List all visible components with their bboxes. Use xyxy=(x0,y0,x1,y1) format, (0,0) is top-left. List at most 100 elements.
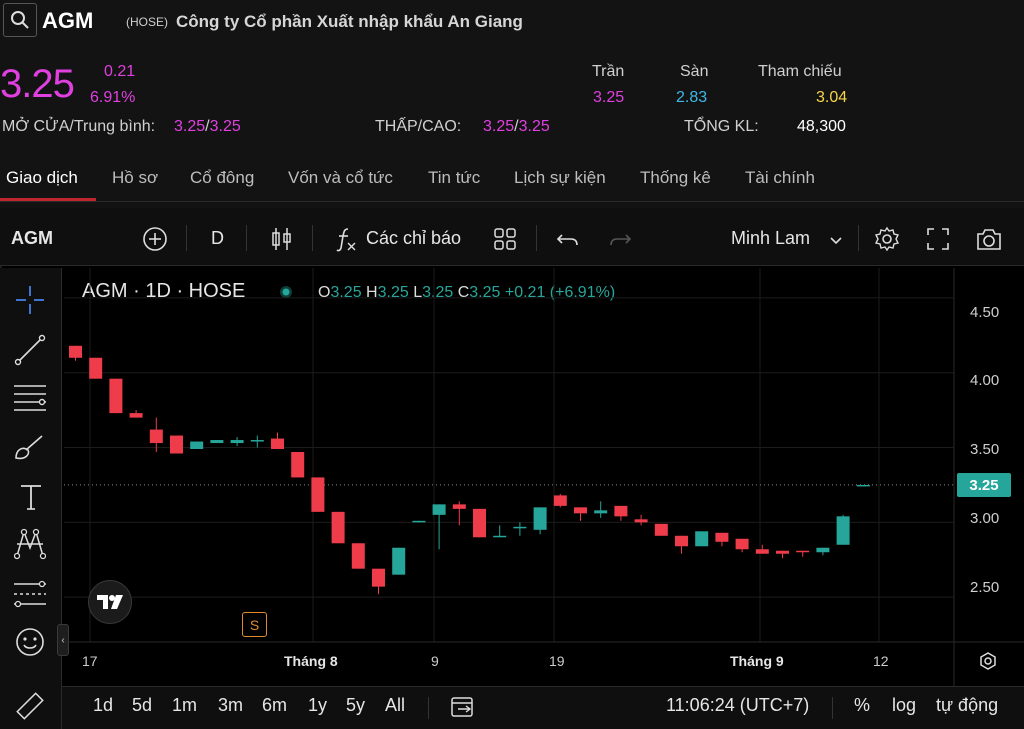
range-6m[interactable]: 6m xyxy=(262,695,288,715)
toolbar-symbol[interactable]: AGM xyxy=(11,228,53,248)
fib-tool[interactable] xyxy=(12,382,48,421)
open-avg-value: 3.25/3.25 xyxy=(174,118,241,136)
candle-body xyxy=(836,516,850,545)
ceiling-label: Trần xyxy=(592,63,625,80)
interval-button[interactable]: D xyxy=(211,228,224,248)
chart-type-button[interactable] xyxy=(270,226,294,257)
theme-selector[interactable]: Minh Lam xyxy=(731,228,811,248)
log-toggle[interactable]: log xyxy=(892,695,917,715)
collapse-toolbar-button[interactable]: ‹ xyxy=(57,624,69,656)
exchange-label: (HOSE) xyxy=(126,15,168,29)
theme-dropdown[interactable] xyxy=(829,233,843,251)
close-value: 3.25 xyxy=(469,284,501,301)
date-range-button[interactable] xyxy=(450,695,476,724)
range-1m[interactable]: 1m xyxy=(172,695,198,715)
candle-body xyxy=(129,413,143,418)
y-tick: 3.50 xyxy=(970,441,1000,458)
search-icon xyxy=(11,11,29,29)
tab-lich-su-kien[interactable]: Lịch sự kiện xyxy=(514,168,606,187)
undo-button[interactable] xyxy=(556,228,580,255)
tab-giao-dich[interactable]: Giao dịch xyxy=(6,168,78,187)
price-change-percent: 6.91% xyxy=(90,89,136,106)
text-tool[interactable] xyxy=(18,482,44,517)
axis-settings-button[interactable] xyxy=(978,651,998,676)
auto-scale-toggle[interactable]: tự động xyxy=(936,695,999,715)
tab-tai-chinh[interactable]: Tài chính xyxy=(745,168,815,187)
ohlc-values: O3.25 H3.25 L3.25 C3.25 +0.21 (+6.91%) xyxy=(318,284,615,302)
y-tick: 3.00 xyxy=(970,510,1000,527)
split-event-marker[interactable]: S xyxy=(242,612,267,637)
camera-icon xyxy=(977,229,1001,250)
crosshair-tool[interactable] xyxy=(14,284,46,321)
measure-tool[interactable] xyxy=(14,690,46,727)
indicators-label[interactable]: Các chỉ báo xyxy=(366,228,462,248)
layouts-button[interactable] xyxy=(493,227,517,256)
range-5d[interactable]: 5d xyxy=(132,695,153,715)
grid-icon xyxy=(494,228,516,250)
fullscreen-button[interactable] xyxy=(926,227,950,256)
compare-symbol-button[interactable] xyxy=(142,226,168,257)
trend-line-tool[interactable] xyxy=(14,334,46,371)
candle-body xyxy=(331,511,345,544)
range-3m[interactable]: 3m xyxy=(218,695,244,715)
candle-body xyxy=(796,550,810,553)
clock-timezone[interactable]: 11:06:24 (UTC+7) xyxy=(666,695,810,715)
candlestick-chart[interactable] xyxy=(64,268,1024,686)
floor-label: Sàn xyxy=(680,63,709,80)
x-tick: 12 xyxy=(873,653,889,669)
tradingview-logo[interactable] xyxy=(88,580,132,624)
company-name: Công ty Cổ phần Xuất nhập khẩu An Giang xyxy=(176,12,523,31)
emoji-tool[interactable] xyxy=(14,626,46,663)
range-1d[interactable]: 1d xyxy=(93,695,114,715)
plus-circle-icon xyxy=(143,227,167,251)
toolbar-separator xyxy=(246,225,247,251)
search-button[interactable] xyxy=(3,3,37,37)
brush-tool[interactable] xyxy=(12,432,48,469)
candle-body xyxy=(513,526,527,529)
settings-button[interactable] xyxy=(874,226,900,257)
candle-body xyxy=(654,523,668,536)
tab-co-dong[interactable]: Cổ đông xyxy=(190,168,255,187)
range-all[interactable]: All xyxy=(385,695,406,715)
close-label: C xyxy=(457,284,470,301)
smiley-icon xyxy=(16,628,44,656)
tab-tin-tuc[interactable]: Tin tức xyxy=(428,168,481,187)
undo-icon xyxy=(556,234,578,246)
screenshot-button[interactable] xyxy=(975,226,1003,257)
low-value: 3.25 xyxy=(483,118,515,135)
bottom-separator xyxy=(428,697,429,719)
high-label: H xyxy=(366,284,378,301)
candle-body xyxy=(432,504,446,515)
toolbar-separator xyxy=(536,225,537,251)
forecast-tool[interactable] xyxy=(12,578,48,615)
toolbar-separator xyxy=(312,225,313,251)
brush-icon xyxy=(15,435,43,460)
candle-body xyxy=(271,438,284,450)
candle-body xyxy=(291,452,305,478)
redo-button[interactable] xyxy=(608,228,632,255)
range-1y[interactable]: 1y xyxy=(308,695,328,715)
candle-body xyxy=(170,435,183,454)
candle-body xyxy=(210,440,224,444)
low-label: L xyxy=(413,284,423,301)
chevron-down-icon xyxy=(830,237,842,245)
tab-ho-so[interactable]: Hồ sơ xyxy=(112,168,159,187)
gear-icon xyxy=(980,652,996,670)
open-label: O xyxy=(318,284,331,301)
candle-body xyxy=(89,357,103,379)
reference-value: 3.04 xyxy=(816,89,848,106)
fibonacci-icon xyxy=(14,385,46,411)
ticker-symbol: AGM xyxy=(42,8,94,33)
bottom-separator xyxy=(832,697,833,719)
low-high-label: THẤP/CAO: xyxy=(375,118,462,135)
y-tick: 2.50 xyxy=(970,579,1000,596)
range-5y[interactable]: 5y xyxy=(346,695,366,715)
tab-thong-ke[interactable]: Thống kê xyxy=(640,168,711,187)
percent-toggle[interactable]: % xyxy=(854,695,871,715)
pattern-tool[interactable] xyxy=(13,528,47,565)
indicators-button[interactable] xyxy=(334,226,358,257)
x-tick: 17 xyxy=(82,653,98,669)
candle-body xyxy=(149,429,163,444)
tab-von-va-co-tuc[interactable]: Vốn và cổ tức xyxy=(288,168,393,187)
toolbar-separator xyxy=(858,225,859,251)
